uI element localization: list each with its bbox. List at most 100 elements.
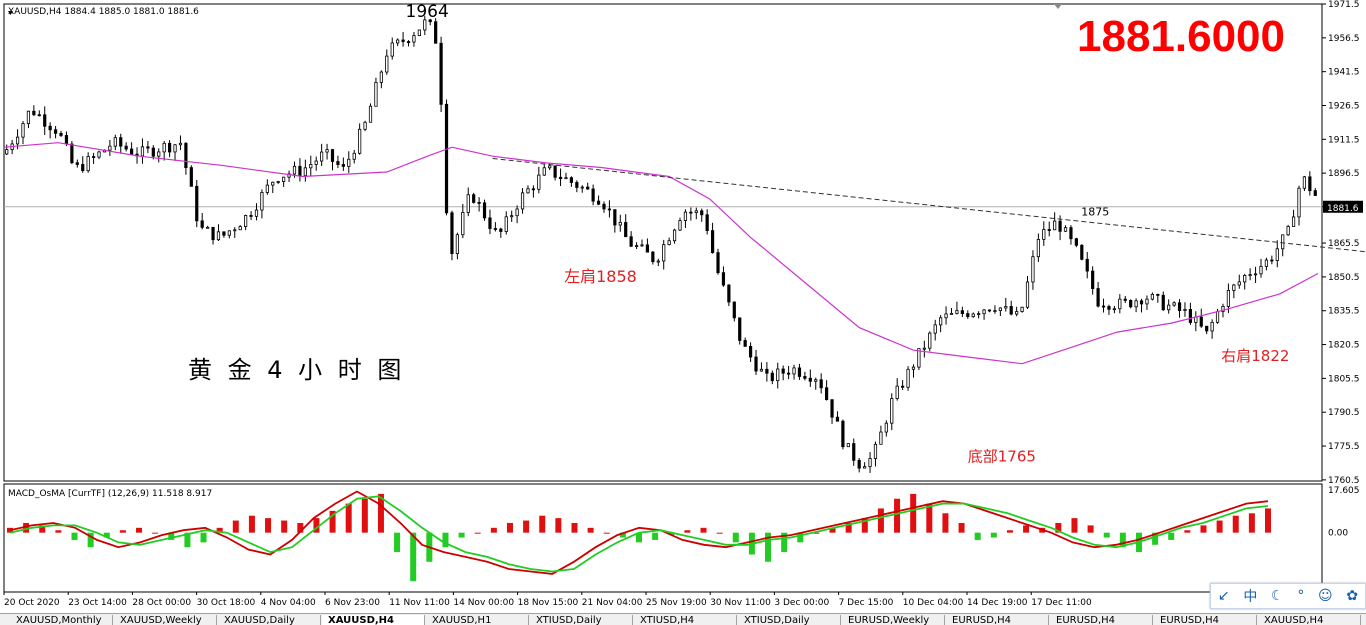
candle-body — [580, 186, 584, 189]
candle-body — [119, 137, 123, 147]
macd-bar — [700, 527, 707, 533]
candle-body — [423, 19, 427, 31]
chart-tab[interactable]: XTIUSD,Daily — [738, 615, 841, 625]
candle-body — [1248, 274, 1252, 277]
candle-body — [814, 379, 818, 382]
candle-body — [613, 209, 617, 226]
x-tick-label: 30 Oct 18:00 — [197, 598, 256, 608]
current-price-big: 1881.6000 — [1077, 12, 1285, 61]
candle-body — [1123, 298, 1127, 301]
candle-body — [417, 29, 421, 36]
candle-body — [466, 194, 470, 213]
candle-body — [1313, 190, 1317, 196]
chart-tab[interactable]: XTIUSD,H4 — [634, 615, 737, 625]
candle-body — [835, 416, 840, 422]
candle-body — [151, 147, 155, 157]
candle-body — [477, 202, 481, 204]
candle-body — [1270, 259, 1274, 262]
candle-body — [808, 377, 812, 382]
candle-body — [1080, 244, 1084, 260]
chart-tabs: XAUUSD,Monthly XAUUSD,Weekly XAUUSD,Daily X… — [0, 613, 1366, 625]
candle-body — [287, 173, 291, 178]
candle-body — [1286, 226, 1290, 236]
candle-body — [358, 128, 362, 154]
candle-body — [97, 151, 101, 158]
candle-body — [645, 244, 650, 253]
candle-body — [1009, 306, 1013, 315]
macd-bar — [1248, 513, 1255, 533]
candle-body — [1156, 293, 1160, 296]
ime-moon-icon[interactable]: ☾ — [1271, 588, 1284, 604]
macd-y-tick-label: 0.00 — [1328, 529, 1348, 539]
chart-tab[interactable]: EURUSD,H4 — [1050, 615, 1153, 625]
candle-body — [48, 125, 52, 131]
candle-body — [374, 81, 378, 107]
macd-bar — [845, 522, 852, 533]
macd-bar — [55, 530, 62, 533]
candle-body — [86, 156, 90, 172]
chart-tab[interactable]: XAUUSD,H4 — [322, 615, 425, 625]
candle-body — [1139, 300, 1144, 305]
chart-tab[interactable]: XAUUSD,H1 — [426, 615, 529, 625]
candle-body — [1063, 227, 1068, 232]
macd-bar — [329, 510, 336, 533]
candle-body — [564, 177, 568, 180]
chart-tab[interactable]: EURUSD,H4 — [946, 615, 1049, 625]
candle-body — [955, 310, 959, 314]
chart-tab[interactable]: XAUUSD,H4 — [1258, 615, 1361, 625]
candle-body — [1264, 259, 1269, 267]
chart-tab[interactable]: XAUUSD,Daily — [218, 615, 321, 625]
candle-body — [1243, 275, 1247, 283]
candle-body — [493, 228, 497, 230]
candle-body — [841, 420, 845, 448]
candle-body — [233, 229, 237, 232]
candle-body — [450, 212, 454, 255]
candle-body — [244, 215, 248, 227]
candle-body — [960, 310, 964, 315]
chart-annotation: 底部1765 — [968, 448, 1036, 466]
macd-bar — [1265, 508, 1271, 533]
candle-body — [863, 466, 867, 469]
candle-body — [330, 149, 335, 162]
macd-bar — [442, 532, 449, 548]
candle-body — [618, 221, 622, 226]
ime-arrow-icon[interactable]: ↙ — [1217, 588, 1230, 604]
candle-body — [1129, 299, 1133, 308]
macd-bar — [942, 513, 949, 533]
candle-body — [586, 186, 590, 190]
candle-body — [1221, 306, 1225, 312]
candle-body — [15, 136, 20, 145]
candle-body — [352, 152, 356, 160]
y-tick-label: 1850.5 — [1328, 273, 1360, 283]
candle-body — [292, 165, 297, 175]
ime-user-icon[interactable]: ☺ — [1318, 588, 1333, 604]
macd-bar — [732, 532, 739, 543]
chart-tab[interactable]: EURUSD,Weekly — [842, 615, 945, 625]
candle-body — [271, 181, 275, 186]
scroll-marker — [1054, 4, 1062, 9]
candle-body — [596, 200, 601, 205]
candle-body — [1302, 176, 1307, 189]
candle-body — [1069, 227, 1073, 240]
candle-body — [993, 310, 997, 312]
chart-tab[interactable]: EURUSD,H4 — [1154, 615, 1257, 625]
candle-body — [982, 309, 986, 315]
chart-tab[interactable]: XTIUSD,Daily — [530, 615, 633, 625]
macd-bar — [1103, 532, 1110, 538]
candle-body — [1210, 321, 1214, 332]
ime-toolbar[interactable]: ↙ 中 ☾ ° ☺ ✿ — [1210, 583, 1366, 609]
candle-body — [406, 41, 411, 43]
macd-bar — [297, 522, 304, 533]
candle-body — [727, 284, 731, 303]
ime-settings-icon[interactable]: ✿ — [1346, 588, 1359, 604]
ime-language-button[interactable]: 中 — [1243, 589, 1258, 605]
chart-annotation: 1875 — [1081, 206, 1109, 219]
chart-tab[interactable]: XAUUSD,Monthly — [10, 615, 113, 625]
ime-punct-icon[interactable]: ° — [1297, 588, 1305, 604]
y-tick-label: 1865.5 — [1328, 239, 1360, 249]
candle-body — [189, 167, 193, 187]
chart-tab[interactable]: XAUUSD,Weekly — [114, 615, 217, 625]
x-tick-label: 7 Dec 15:00 — [839, 598, 894, 608]
candle-body — [195, 185, 199, 222]
